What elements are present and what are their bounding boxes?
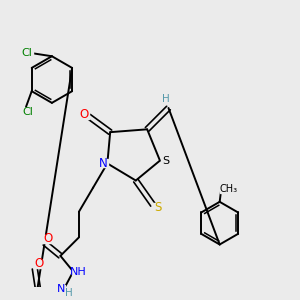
Text: S: S bbox=[163, 156, 170, 166]
Text: H: H bbox=[162, 94, 170, 104]
Text: H: H bbox=[65, 288, 73, 298]
Text: N: N bbox=[99, 157, 107, 170]
Bar bbox=[98, 160, 108, 167]
Text: NH: NH bbox=[70, 266, 87, 277]
Bar bbox=[72, 268, 85, 275]
Bar bbox=[160, 157, 172, 165]
Bar bbox=[34, 260, 44, 268]
Text: Cl: Cl bbox=[22, 48, 33, 58]
Text: Cl: Cl bbox=[22, 107, 33, 117]
Bar bbox=[22, 108, 33, 116]
Text: N: N bbox=[57, 284, 65, 294]
Bar bbox=[22, 49, 33, 56]
Text: O: O bbox=[79, 108, 88, 121]
Bar bbox=[42, 235, 53, 243]
Bar bbox=[78, 111, 89, 119]
Bar bbox=[57, 285, 65, 292]
Text: O: O bbox=[34, 257, 44, 270]
Bar bbox=[152, 203, 164, 211]
Bar bbox=[66, 290, 72, 297]
Bar bbox=[220, 185, 236, 193]
Text: S: S bbox=[154, 201, 162, 214]
Bar bbox=[161, 97, 170, 104]
Text: O: O bbox=[43, 232, 52, 245]
Text: CH₃: CH₃ bbox=[219, 184, 237, 194]
